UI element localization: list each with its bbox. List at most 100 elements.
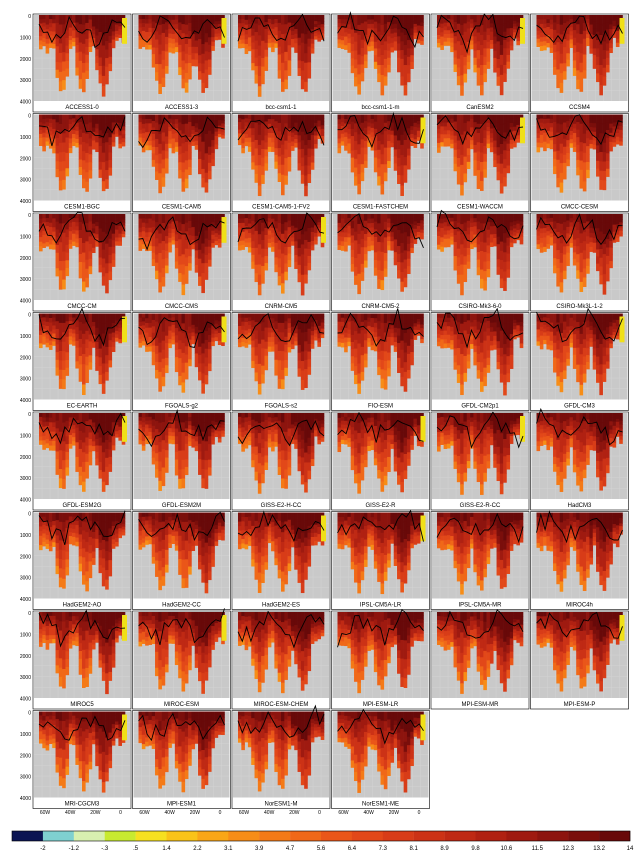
panel-ccsm4: CCSM4	[530, 13, 629, 113]
colorbar-label: 14	[627, 846, 634, 852]
y-tick-label: 2000	[20, 455, 31, 461]
y-tick-label: 1000	[20, 334, 31, 340]
panel-hadgem2-es: HadGEM2-ES	[231, 510, 331, 610]
panel-label: IPSL-CM5A-LR	[360, 603, 402, 609]
y-tick-label: 1000	[20, 732, 31, 738]
colorbar-label: 5.6	[317, 846, 326, 852]
y-tick-label: 2000	[20, 753, 31, 759]
panel-gfdl-esm2g: GFDL-ESM2G	[32, 411, 132, 511]
y-tick-label: 1000	[20, 433, 31, 439]
panel-cesm1-fastchem: CESM1-FASTCHEM	[331, 111, 430, 212]
colorbar-swatch	[259, 831, 291, 841]
panel-label: CESM1-BGC	[64, 205, 100, 211]
panel-label: MPI-ESM-MR	[462, 702, 500, 708]
panel-ipsl-cm5a-mr: IPSL-CM5A-MR	[430, 511, 530, 610]
colorbar-swatch	[166, 831, 198, 841]
panel-label: MPI-ESM-P	[564, 702, 596, 708]
panel-label: FGOALS-g2	[165, 404, 199, 410]
colorbar-swatch	[413, 831, 445, 841]
panel-cesm1-cam5-1-fv2: CESM1-CAM5-1-FV2	[231, 113, 331, 212]
panel-miroc5: MIROC5	[32, 609, 132, 710]
y-tick-label: 0	[28, 114, 31, 120]
panel-label: GFDL-ESM2M	[162, 503, 201, 509]
x-tick-label: 60W	[139, 810, 150, 816]
panel-label: CMCC-CMS	[165, 304, 198, 310]
y-tick-label: 2000	[20, 156, 31, 162]
x-tick-label: 40W	[264, 810, 275, 816]
panel-label: MIROC4h	[566, 603, 593, 609]
panel-label: MPI-ESM-LR	[363, 702, 399, 708]
colorbar-swatch	[42, 831, 74, 841]
panel-grid: ACCESS1-0 ACCESS1-3 bcc-csm1-1 bcc-csm1-1-m…	[32, 11, 629, 809]
panel-cesm1-cam5: CESM1-CAM5	[132, 113, 231, 212]
y-tick-label: 3000	[20, 476, 31, 482]
y-tick-label: 2000	[20, 355, 31, 361]
colorbar: -2 -1.2 -.3 .5 1.4 2.2 3.1 3.9 4.7 5.6 6.4 7.3 8.1 8.…	[11, 830, 634, 852]
colorbar-label: 3.1	[224, 846, 233, 852]
colorbar-swatch	[197, 831, 229, 841]
y-tick-label: 1000	[20, 234, 31, 240]
panel-access1-3: ACCESS1-3	[132, 13, 231, 113]
panel-csiro-mk3l-1-2: CSIRO-Mk3L-1-2	[530, 212, 629, 312]
panel-fgoals-g2: FGOALS-g2	[132, 312, 231, 411]
panel-cmcc-cesm: CMCC-CESM	[530, 113, 629, 212]
panel-hadgem2-ao: HadGEM2-AO	[32, 510, 132, 610]
panel-cnrm-cm5: CNRM-CM5	[231, 212, 331, 312]
colorbar-label: 8.9	[440, 846, 449, 852]
panel-label: MPI-ESM1	[167, 802, 197, 808]
panel-label: FIO-ESM	[368, 404, 393, 410]
panel-csiro-mk3-6-0: CSIRO-Mk3-6-0	[430, 209, 530, 312]
panel-mpi-esm-lr: MPI-ESM-LR	[331, 608, 430, 710]
panel-access1-0: ACCESS1-0	[32, 13, 132, 113]
colorbar-label: 7.3	[379, 846, 388, 852]
colorbar-label: 11.5	[532, 846, 544, 852]
y-tick-label: 4000	[20, 299, 31, 305]
y-tick-label: 0	[28, 412, 31, 418]
panel-cmcc-cms: CMCC-CMS	[132, 212, 231, 312]
colorbar-label: -2	[40, 846, 46, 852]
panel-bcc-csm1-1: bcc-csm1-1	[231, 13, 331, 113]
panel-noresm1-m: NorESM1-M	[231, 704, 331, 809]
y-tick-label: 0	[28, 711, 31, 717]
panel-label: CESM1-CAM5-1-FV2	[252, 205, 310, 211]
panel-label: GFDL-CM2p1	[461, 404, 499, 410]
y-tick-label: 4000	[20, 697, 31, 703]
panel-label: CSIRO-Mk3L-1-2	[556, 304, 603, 310]
panel-ipsl-cm5a-lr: IPSL-CM5A-LR	[331, 509, 430, 610]
x-tick-label: 0	[119, 810, 122, 816]
y-tick-label: 4000	[20, 100, 31, 106]
colorbar-swatch	[599, 831, 631, 841]
colorbar-swatch	[290, 831, 322, 841]
panel-giss-e2-h-cc: GISS-E2-H-CC	[231, 411, 331, 511]
panel-cesm1-waccm: CESM1-WACCM	[430, 113, 530, 212]
y-tick-label: 1000	[20, 35, 31, 41]
x-tick-label: 40W	[364, 810, 375, 816]
panel-mpi-esm1: MPI-ESM1	[132, 710, 231, 809]
colorbar-swatch	[73, 831, 105, 841]
y-tick-label: 3000	[20, 178, 31, 184]
panel-mpi-esm-mr: MPI-ESM-MR	[430, 608, 530, 710]
panel-label: HadGEM2-AO	[63, 603, 102, 609]
y-tick-label: 3000	[20, 775, 31, 781]
colorbar-swatch	[351, 831, 383, 841]
panel-canesm2: CanESM2	[430, 13, 530, 113]
panel-label: CMCC-CM	[67, 304, 96, 310]
colorbar-label: 4.7	[286, 846, 295, 852]
y-tick-label: 4000	[20, 398, 31, 404]
panel-label: CSIRO-Mk3-6-0	[458, 304, 502, 310]
colorbar-label: 8.1	[410, 846, 419, 852]
colorbar-label: -.3	[101, 846, 109, 852]
panel-label: HadGEM2-ES	[262, 603, 300, 609]
y-tick-label: 0	[28, 14, 31, 20]
colorbar-swatch	[475, 831, 507, 841]
panel-label: MRI-CGCM3	[65, 802, 100, 808]
colorbar-swatch	[568, 831, 600, 841]
y-tick-label: 1000	[20, 533, 31, 539]
x-tick-label: 60W	[338, 810, 349, 816]
panel-label: HadCM3	[568, 503, 592, 509]
panel-gfdl-esm2m: GFDL-ESM2M	[132, 408, 231, 511]
colorbar-label: 1.4	[162, 846, 171, 852]
x-tick-label: 60W	[239, 810, 250, 816]
colorbar-label: 3.9	[255, 846, 264, 852]
x-tick-label: 20W	[389, 810, 400, 816]
